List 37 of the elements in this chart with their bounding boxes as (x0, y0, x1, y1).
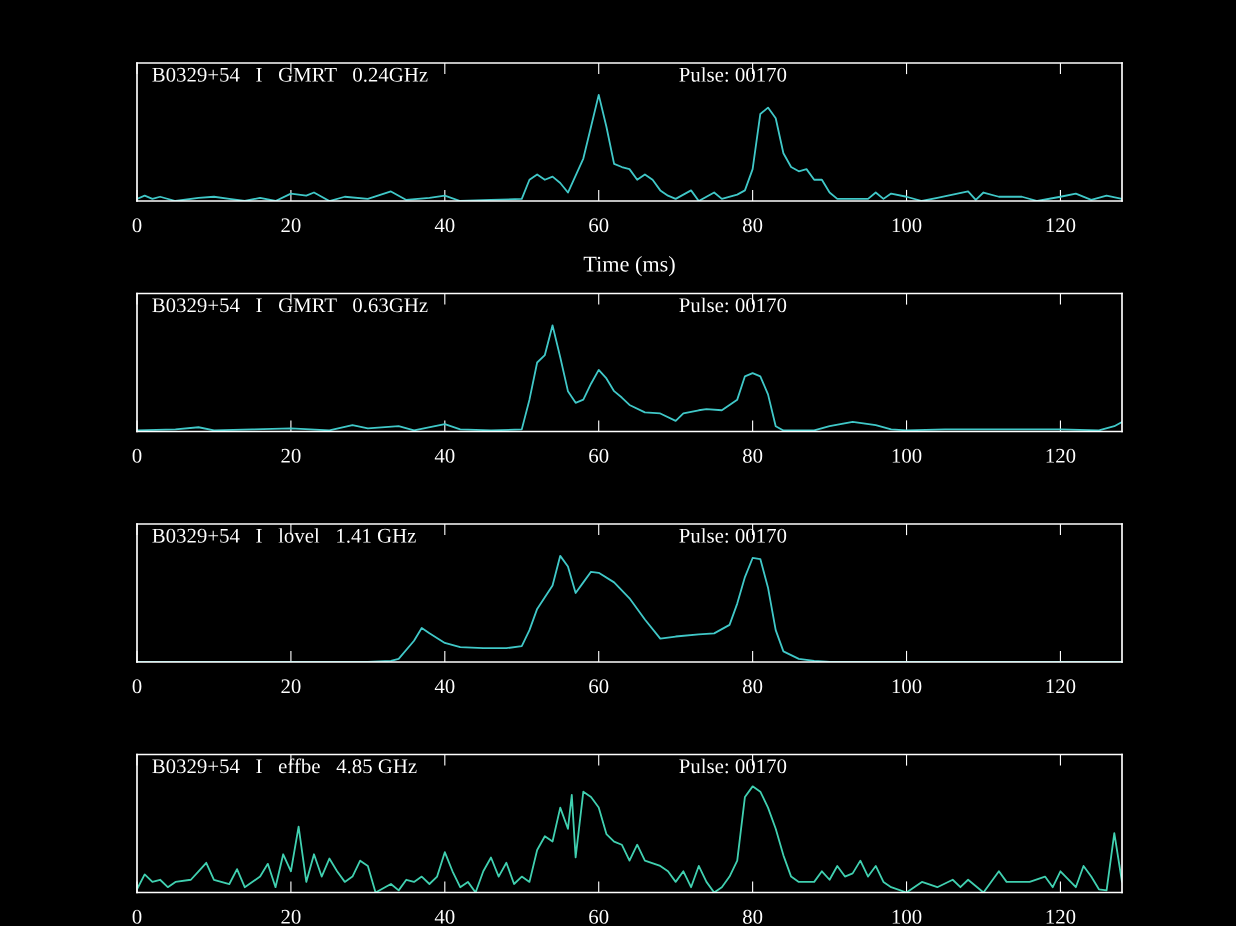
x-tick-label: 20 (281, 679, 301, 694)
x-tick-label: 0 (132, 679, 142, 694)
x-tick-label: 60 (589, 448, 609, 463)
x-tick-label: 20 (281, 218, 301, 233)
text: Pulse: 00170 (679, 758, 787, 774)
x-tick-label: 40 (434, 448, 455, 463)
x-tick-label: 60 (589, 909, 609, 924)
x-tick-label: 40 (434, 679, 455, 694)
x-tick-label: 80 (743, 218, 763, 233)
x-tick-label: 20 (281, 909, 301, 924)
x-tick-label: 0 (132, 448, 142, 463)
x-tick-label: 120 (1046, 218, 1076, 233)
x-tick-label: 120 (1046, 909, 1076, 924)
x-tick-label: 0 (132, 909, 142, 924)
x-tick-label: 120 (1046, 448, 1076, 463)
x-tick-label: 60 (589, 679, 609, 694)
x-tick-label: 100 (892, 448, 922, 463)
text: Pulse: 00170 (679, 67, 787, 82)
text: Pulse: 00170 (679, 297, 787, 313)
x-tick-label: 40 (434, 218, 455, 233)
x-tick-label: 60 (589, 218, 609, 233)
x-tick-label: 100 (892, 679, 922, 694)
x-tick-label: 40 (434, 909, 455, 924)
x-tick-label: 80 (743, 679, 763, 694)
text: B0329+54 I effbe 4.85 GHz (152, 758, 417, 774)
x-tick-label: 100 (892, 218, 922, 233)
text: B0329+54 I GMRT 0.24GHz (152, 67, 428, 82)
x-tick-label: 80 (743, 909, 763, 924)
x-tick-label: 100 (892, 909, 922, 924)
text: B0329+54 I lovel 1.41 GHz (152, 528, 416, 543)
x-tick-label: 120 (1046, 679, 1076, 694)
text: B0329+54 I GMRT 0.63GHz (152, 298, 428, 313)
x-axis-title: Time (ms) (583, 256, 675, 277)
text: Pulse: 00170 (679, 528, 787, 543)
x-tick-label: 80 (743, 448, 763, 463)
x-tick-label: 20 (281, 448, 301, 463)
x-tick-label: 0 (132, 218, 142, 233)
